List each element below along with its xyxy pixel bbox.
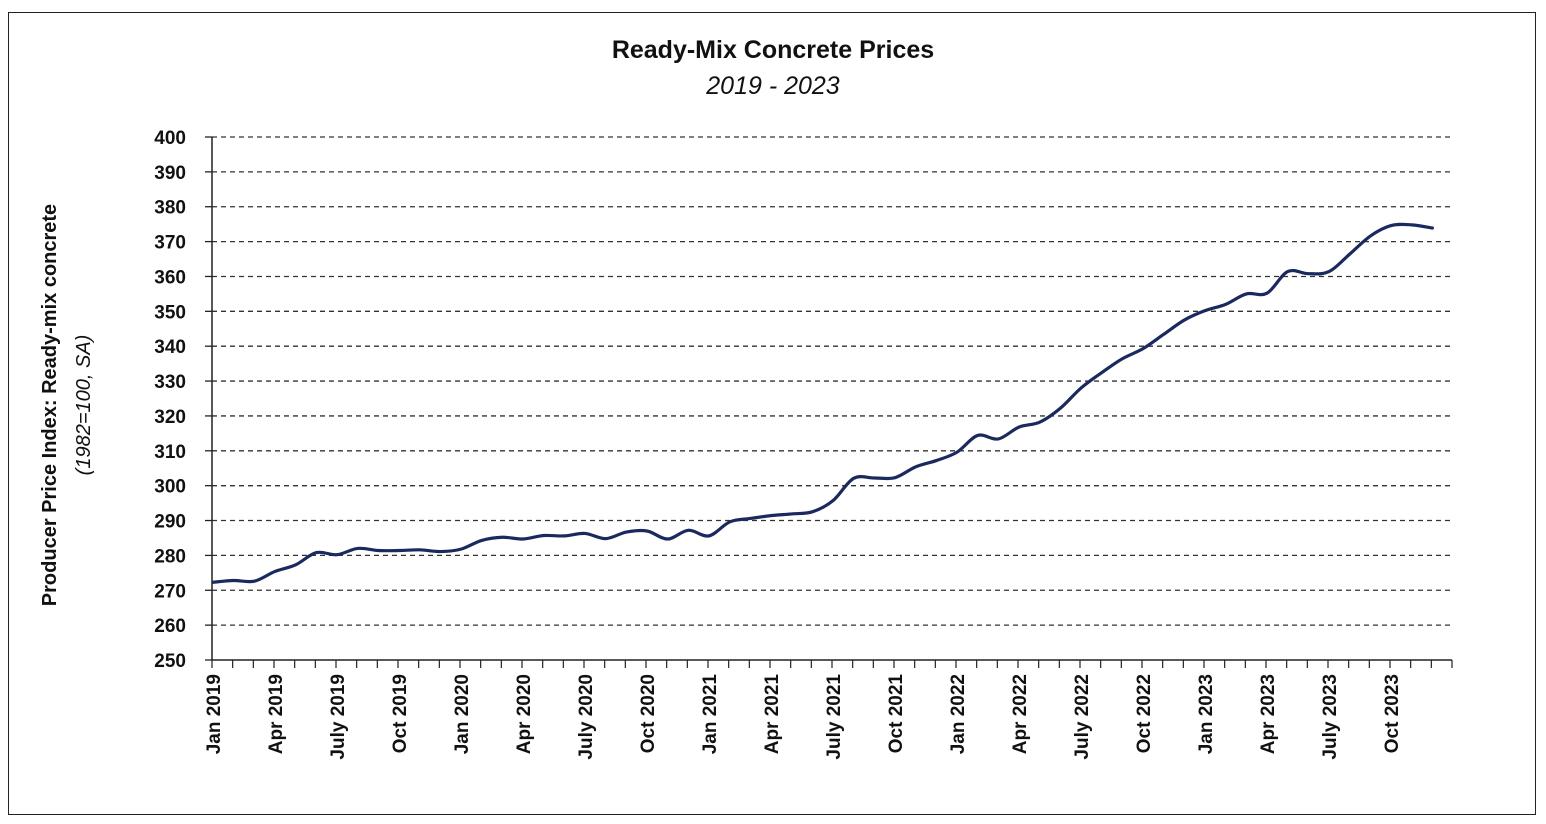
x-tick-label: Oct 2022	[1134, 674, 1155, 753]
y-tick-label: 370	[154, 233, 186, 254]
y-tick-label: 320	[154, 407, 186, 428]
x-tick-label: Apr 2021	[762, 674, 783, 755]
x-tick-label: Apr 2019	[266, 674, 287, 754]
axes	[205, 136, 1453, 668]
x-tick-label: Jan 2023	[1196, 674, 1217, 754]
y-tick-label: 270	[154, 581, 186, 602]
series-line	[211, 222, 1434, 584]
chart-subtitle: 2019 - 2023	[706, 72, 840, 100]
x-tick-label: July 2021	[824, 674, 845, 760]
chart-frame	[8, 12, 1536, 815]
y-axis-label: Producer Price Index: Ready-mix concrete	[39, 204, 61, 606]
y-tick-label: 330	[154, 372, 186, 393]
y-tick-labels: 250 260 270 280 290 300 310 320 330 340 350 360 370 3…	[154, 128, 186, 672]
x-tick-label: Jan 2019	[204, 674, 225, 754]
y-tick-label: 250	[154, 651, 186, 672]
x-tick-label: July 2023	[1320, 674, 1341, 760]
x-tick-label: July 2022	[1072, 674, 1093, 760]
y-tick-label: 400	[154, 128, 186, 149]
x-tick-label: Oct 2020	[638, 674, 659, 753]
x-tick-label: Oct 2021	[886, 674, 907, 754]
x-tick-label: Oct 2023	[1382, 674, 1403, 753]
y-tick-label: 390	[154, 163, 186, 184]
y-axis-label-sub: (1982=100, SA)	[73, 335, 95, 476]
y-tick-label: 310	[154, 442, 186, 463]
x-tick-label: July 2019	[328, 674, 349, 760]
x-tick-label: Apr 2020	[514, 674, 535, 754]
x-tick-label: Apr 2023	[1258, 674, 1279, 754]
x-tick-labels: Jan 2019 Apr 2019 July 2019 Oct 2019 Jan 202…	[204, 674, 1403, 760]
x-tick-label: Jan 2021	[700, 674, 721, 755]
chart-title: Ready-Mix Concrete Prices	[611, 36, 935, 64]
x-tick-label: Jan 2020	[452, 674, 473, 754]
y-tick-label: 380	[154, 198, 186, 219]
y-tick-label: 300	[154, 477, 186, 498]
x-tick-label: Apr 2022	[1010, 674, 1031, 754]
series-group	[211, 222, 1434, 584]
y-tick-label: 350	[154, 302, 186, 323]
y-tick-label: 360	[154, 267, 186, 288]
y-tick-label: 340	[154, 337, 186, 358]
x-tick-label: Oct 2019	[390, 674, 411, 753]
x-tick-label: July 2020	[576, 674, 597, 760]
y-tick-label: 260	[154, 616, 186, 637]
y-tick-label: 290	[154, 512, 186, 533]
x-tick-label: Jan 2022	[948, 674, 969, 754]
y-tick-label: 280	[154, 546, 186, 567]
